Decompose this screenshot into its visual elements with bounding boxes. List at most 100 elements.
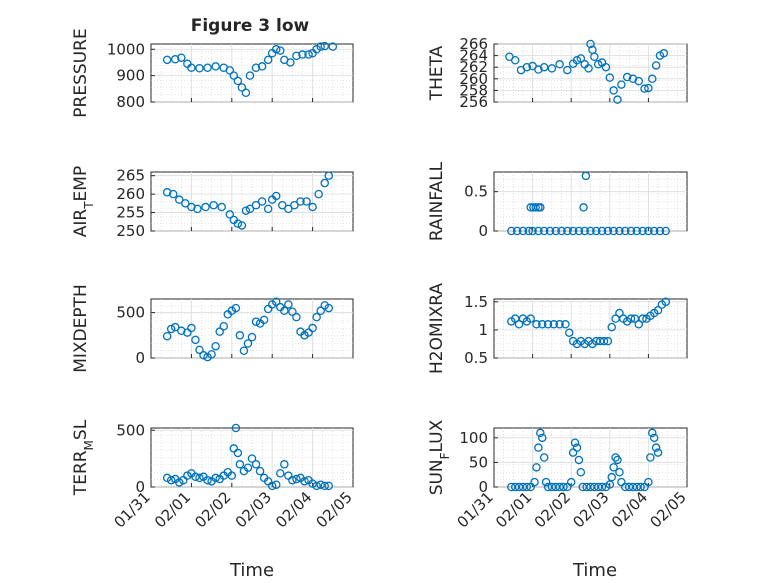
y-tick-label: 265 [116,167,145,185]
data-point [276,469,285,478]
y-tick-label: 50 [469,453,488,471]
x-tick-label: 02/05 [647,488,690,531]
y-axis-label: RAINFALL [427,161,447,241]
data-point [257,197,267,206]
data-point [251,317,261,326]
y-tick-label: 1 [478,321,488,339]
data-point [324,171,334,180]
data-point [209,200,218,210]
data-point [566,477,576,487]
data-point [271,297,281,306]
data-point [661,226,671,236]
data-point [622,72,632,82]
y-tick-label: 0.5 [464,349,488,367]
data-point [514,320,524,329]
subplot-6: 0.5 1 1.5 H2OMIXRA [427,283,688,374]
x-tick-label: 01/31 [454,488,497,531]
data-point [547,64,557,73]
data-point [203,63,212,72]
data-point [661,297,671,307]
data-point [586,39,595,49]
data-point [241,88,251,98]
data-point [316,42,325,51]
data-point [570,438,580,447]
data-point [324,303,334,313]
data-point [280,306,289,316]
y-axis-label: H2OMIXRA [427,283,447,374]
data-point [181,199,190,208]
data-point [638,226,647,236]
data-point [620,226,630,236]
data-point [626,226,636,236]
data-point [640,84,649,93]
data-point [280,460,289,469]
data-point [314,189,323,199]
data-point [211,473,220,483]
data-point [263,55,273,65]
x-tick-label: 02/03 [569,488,612,531]
data-point [609,463,618,472]
data-point [175,195,184,204]
y-tick-label: 100 [459,429,488,447]
data-point [162,473,172,483]
data-point [288,307,297,316]
data-point [211,341,220,351]
data-point [235,460,245,469]
data-point [245,204,255,214]
x-tick-label: 02/03 [232,488,275,531]
y-tick-label: 256 [459,93,488,111]
data-point [601,62,611,72]
data-point [634,320,644,329]
data-point [166,475,176,485]
data-point [557,226,566,236]
data-point [538,320,547,329]
y-axis-label: PRESSURE [71,28,91,117]
data-point [536,428,545,438]
data-point [308,202,317,212]
data-point [534,443,543,452]
y-tick-label: 900 [116,67,145,85]
data-point [316,306,325,316]
data-point [191,472,200,482]
data-point [539,453,549,462]
data-point [193,204,202,214]
x-tick-label: 02/01 [151,488,194,531]
data-point [195,64,204,73]
y-tick-label: 0 [135,349,145,367]
data-point [166,324,176,334]
data-point [233,448,243,458]
data-point [247,454,257,463]
data-point [555,320,564,329]
data-point [653,448,663,457]
data-point [576,467,586,477]
x-axis-label-right: Time [572,560,617,581]
data-point [296,197,305,206]
data-point [187,202,196,212]
data-point [532,320,541,329]
data-point [251,460,261,469]
data-point [195,473,204,483]
data-point [599,336,609,346]
data-point [170,55,180,64]
data-point [576,54,586,63]
data-point [611,453,620,462]
data-point [603,226,613,236]
data-point [644,226,653,236]
data-point [292,474,301,484]
data-point [636,482,645,492]
y-tick-label: 500 [116,304,145,322]
data-point [615,467,624,477]
data-point [545,226,555,236]
data-point [659,49,669,58]
data-point [586,226,595,236]
x-tick-label: 01/31 [111,488,154,531]
data-point [233,76,243,86]
data-point [239,346,249,355]
data-point [225,210,235,219]
data-point [536,203,545,212]
data-point [590,52,599,62]
data-point [653,305,663,315]
data-point [308,479,317,488]
data-point [195,345,204,355]
data-point [162,55,172,65]
